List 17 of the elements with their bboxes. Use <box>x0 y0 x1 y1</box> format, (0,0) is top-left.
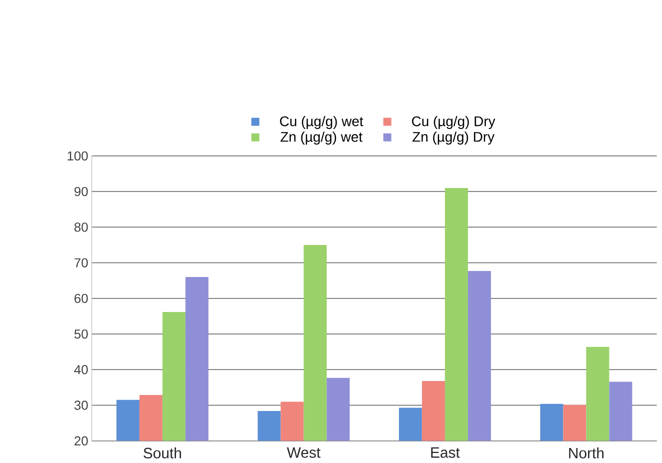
y-tick-label: 60 <box>74 294 88 303</box>
y-tick-label: 50 <box>74 329 88 339</box>
legend-label: Cu (µg/g) Dry <box>412 116 496 129</box>
x-tick-label: West <box>286 447 320 458</box>
y-tick-label: 70 <box>74 258 88 268</box>
y-tick-label: 40 <box>74 365 88 374</box>
x-tick-label: South <box>144 447 181 458</box>
legend-label: Cu (µg/g) wet <box>280 116 364 129</box>
legend-label: Zn (µg/g) Dry <box>412 132 494 145</box>
y-tick-label: 90 <box>74 186 88 196</box>
x-tick-label: East <box>431 447 460 458</box>
y-tick-label: 30 <box>74 400 88 410</box>
x-tick-label: North <box>569 447 604 458</box>
legend-label: Zn (µg/g) wet <box>280 132 362 145</box>
y-tick-label: 80 <box>74 222 88 232</box>
y-tick-label: 100 <box>68 151 88 160</box>
y-tick-label: 20 <box>74 436 88 446</box>
